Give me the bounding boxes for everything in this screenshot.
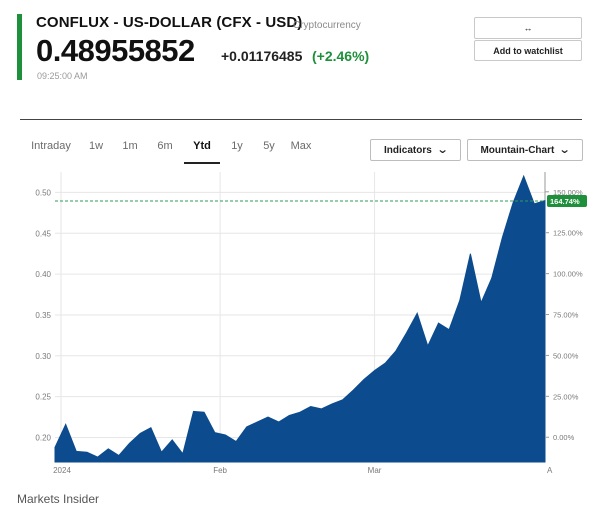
asset-type-label: Cryptocurrency [293, 20, 361, 31]
x-axis-tick-label: A [547, 466, 553, 475]
accent-bar [17, 14, 22, 80]
right-axis-tick-label: 150.00% [553, 188, 583, 197]
compare-icon: ↔ [523, 23, 533, 33]
chart-type-dropdown[interactable]: Mountain-Chart ⌄ [467, 139, 583, 161]
tab-6m[interactable]: 6m [157, 140, 173, 152]
indicators-dropdown[interactable]: Indicators ⌄ [370, 139, 461, 161]
indicators-label: Indicators [383, 144, 432, 156]
price-change-absolute: +0.01176485 [221, 48, 303, 64]
right-axis-tick-label: 100.00% [553, 270, 583, 279]
chevron-down-icon: ⌄ [436, 143, 449, 156]
y-axis-tick-label: 0.35 [35, 311, 51, 320]
x-axis-tick-label: 2024 [53, 466, 71, 475]
tab-3y[interactable]: 5y [263, 140, 275, 152]
tab-1w[interactable]: 1w [88, 140, 104, 152]
y-axis-tick-label: 0.20 [35, 433, 51, 442]
y-axis-tick-label: 0.30 [35, 352, 51, 361]
price-change-percent: (+2.46%) [312, 48, 370, 64]
add-to-watchlist-button[interactable]: Add to watchlist [474, 40, 582, 61]
current-percent-label: 164.74% [550, 197, 580, 206]
tab-intraday[interactable]: Intraday [31, 140, 71, 152]
y-axis-tick-label: 0.50 [35, 188, 51, 197]
y-axis-tick-label: 0.25 [35, 393, 51, 402]
right-axis-tick-label: 0.00% [553, 433, 575, 442]
current-percent-badge [547, 194, 587, 207]
tab-max[interactable] [322, 134, 354, 162]
right-axis-tick-label: 125.00% [553, 229, 583, 238]
tab-1y[interactable]: 1y [231, 140, 243, 152]
right-axis-tick-label: 25.00% [553, 392, 579, 401]
y-axis-tick-label: 0.40 [35, 270, 51, 279]
x-axis-tick-label: Feb [213, 466, 227, 475]
right-axis-tick-label: 75.00% [553, 311, 579, 320]
chevron-down-icon: ⌄ [558, 143, 571, 156]
price-chart[interactable]: 0.20 0.25 0.30 0.35 0.40 0.45 0.50 0.00% 25.00% 5… [0, 166, 600, 486]
tab-1m[interactable]: 1m [122, 140, 138, 152]
y-axis-tick-label: 0.45 [35, 229, 51, 238]
compare-button[interactable]: ↔ [474, 17, 582, 39]
tab-ytd[interactable]: Ytd [184, 134, 220, 164]
x-axis-tick-label: Mar [368, 466, 382, 475]
chart-type-label: Mountain-Chart [480, 144, 555, 156]
source-label: Markets Insider [17, 492, 100, 506]
timeframe-tabs: Intraday 1w 1m 6m Ytd 1y 5y Max [20, 134, 360, 164]
page-title: CONFLUX - US-DOLLAR (CFX - USD) [36, 14, 303, 31]
current-price: 0.48955852 [36, 33, 195, 68]
price-area-series [54, 174, 546, 463]
tab-5y[interactable]: Max [290, 140, 312, 152]
section-divider [20, 119, 582, 120]
right-axis-tick-label: 50.00% [553, 351, 579, 360]
last-updated-time: 09:25:00 AM [37, 71, 88, 81]
